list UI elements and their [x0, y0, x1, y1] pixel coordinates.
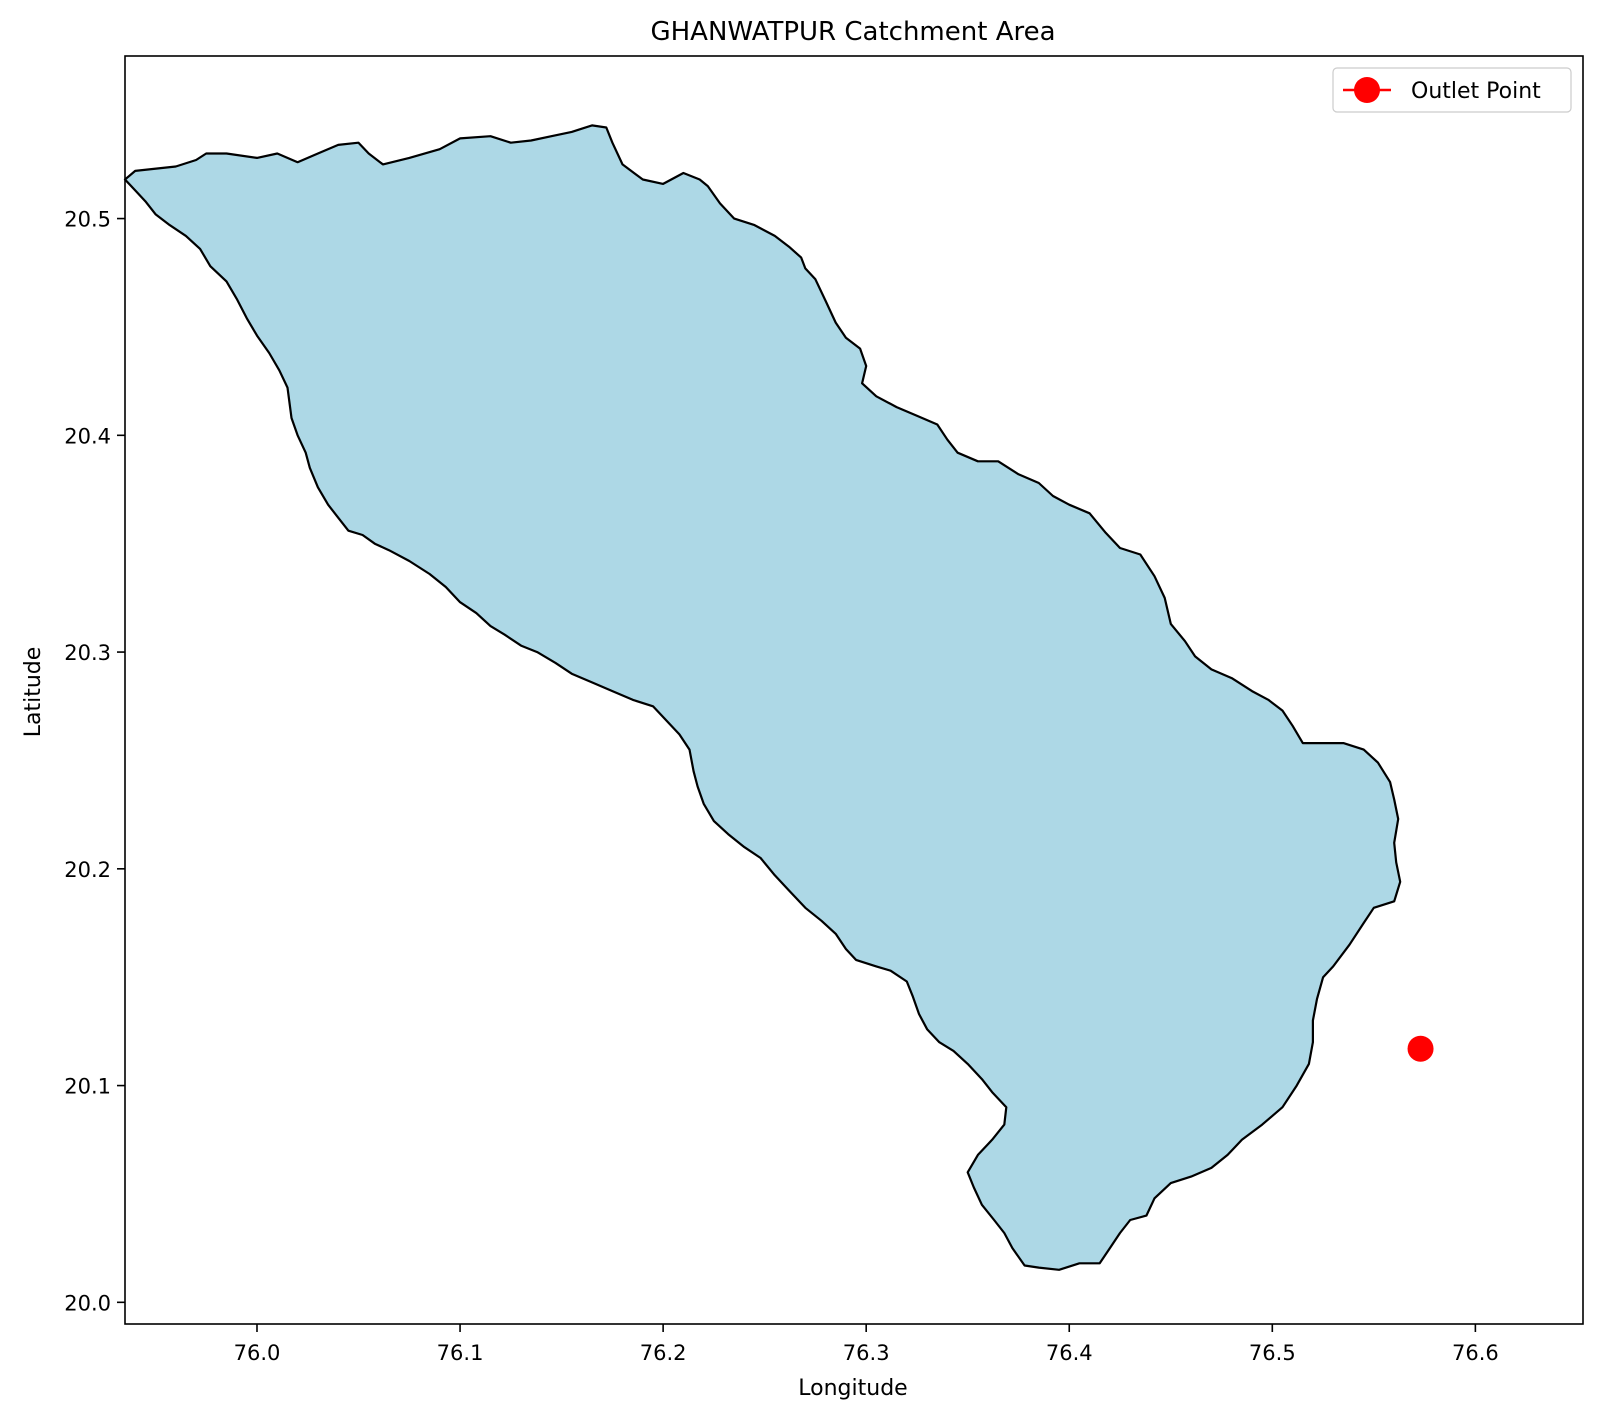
x-axis: 76.0 76.1 76.2 76.3 76.4 76.5 76.6: [234, 1324, 1499, 1365]
x-tick-label: 76.4: [1046, 1341, 1093, 1365]
outlet-layer: [1407, 1035, 1434, 1062]
y-tick-label: 20.4: [64, 424, 111, 448]
legend-box: [1332, 67, 1572, 113]
x-tick-label: 76.5: [1249, 1341, 1296, 1365]
x-tick-label: 76.1: [437, 1341, 484, 1365]
x-tick-label: 76.6: [1452, 1341, 1499, 1365]
legend: Outlet Point: [1332, 67, 1572, 113]
x-tick-label: 76.0: [234, 1341, 281, 1365]
y-axis-label: Latitude: [21, 647, 46, 738]
chart-title: GHANWATPUR Catchment Area: [650, 17, 1055, 47]
plot-area: [123, 55, 1584, 1325]
catchment-layer: [123, 124, 1402, 1271]
y-tick-label: 20.5: [64, 208, 111, 232]
legend-label: Outlet Point: [1411, 79, 1541, 104]
catchment-polygon: [123, 124, 1402, 1271]
plot-frame: [124, 55, 1584, 1325]
outlet-point-marker: [1407, 1035, 1434, 1062]
y-tick-label: 20.2: [64, 858, 111, 882]
y-tick-label: 20.3: [64, 641, 111, 665]
y-tick-label: 20.1: [64, 1075, 111, 1099]
legend-marker: [1354, 77, 1380, 103]
y-tick-label: 20.0: [64, 1291, 111, 1315]
x-axis-label: Longitude: [798, 1376, 907, 1401]
x-tick-label: 76.2: [640, 1341, 687, 1365]
x-tick-label: 76.3: [843, 1341, 890, 1365]
y-axis: 20.0 20.1 20.2 20.3 20.4 20.5: [64, 208, 125, 1315]
